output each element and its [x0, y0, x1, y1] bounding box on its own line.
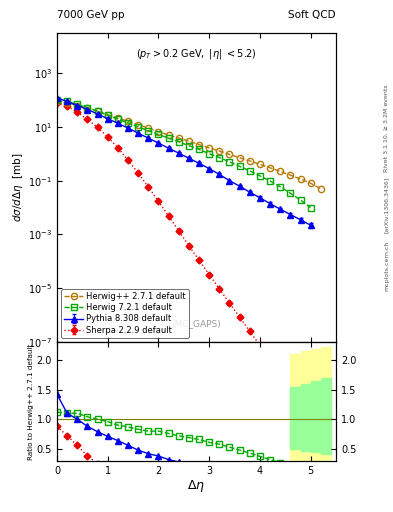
Herwig 7.2.1 default [146, 127, 151, 134]
Text: $(p_T > 0.2\ \mathrm{GeV},\ |\eta|\ < 5.2)$: $(p_T > 0.2\ \mathrm{GeV},\ |\eta|\ < 5.… [136, 47, 257, 61]
Herwig 7.2.1 default [136, 124, 141, 130]
Text: 7000 GeV pp: 7000 GeV pp [57, 10, 125, 20]
Bar [310, 380, 321, 453]
Herwig++ 2.7.1 default [217, 148, 222, 154]
Herwig++ 2.7.1 default [116, 115, 120, 121]
Bar [321, 378, 331, 454]
Herwig 7.2.1 default [65, 98, 70, 104]
Herwig++ 2.7.1 default [187, 138, 191, 144]
Herwig++ 2.7.1 default [207, 145, 211, 151]
Herwig 7.2.1 default [227, 159, 232, 165]
Herwig 7.2.1 default [196, 146, 201, 153]
Herwig++ 2.7.1 default [85, 105, 90, 111]
X-axis label: $\Delta\eta$: $\Delta\eta$ [187, 478, 206, 495]
Herwig++ 2.7.1 default [196, 141, 201, 147]
Herwig 7.2.1 default [166, 135, 171, 141]
Herwig++ 2.7.1 default [248, 158, 252, 164]
Herwig++ 2.7.1 default [298, 176, 303, 182]
Herwig++ 2.7.1 default [257, 161, 262, 167]
Herwig++ 2.7.1 default [126, 118, 130, 124]
Herwig++ 2.7.1 default [95, 108, 100, 114]
Line: Herwig 7.2.1 default: Herwig 7.2.1 default [54, 97, 314, 210]
Bar [290, 354, 301, 461]
Herwig 7.2.1 default [126, 120, 130, 126]
Herwig 7.2.1 default [217, 155, 222, 161]
Bar [301, 383, 310, 451]
Herwig++ 2.7.1 default [278, 168, 283, 175]
Legend: Herwig++ 2.7.1 default, Herwig 7.2.1 default, Pythia 8.308 default, Sherpa 2.2.9: Herwig++ 2.7.1 default, Herwig 7.2.1 def… [61, 289, 189, 338]
Herwig 7.2.1 default [237, 163, 242, 169]
Herwig++ 2.7.1 default [65, 99, 70, 105]
Text: Rivet 3.1.10, ≥ 3.2M events: Rivet 3.1.10, ≥ 3.2M events [384, 84, 389, 172]
Herwig 7.2.1 default [257, 173, 262, 179]
Herwig 7.2.1 default [85, 104, 90, 111]
Herwig 7.2.1 default [278, 184, 283, 190]
Herwig 7.2.1 default [55, 97, 59, 103]
Line: Herwig++ 2.7.1 default: Herwig++ 2.7.1 default [54, 98, 324, 192]
Herwig 7.2.1 default [116, 116, 120, 122]
Herwig 7.2.1 default [95, 108, 100, 114]
Herwig++ 2.7.1 default [105, 112, 110, 118]
Y-axis label: $d\sigma/d\Delta\eta$  [mb]: $d\sigma/d\Delta\eta$ [mb] [11, 153, 26, 222]
Bar [310, 349, 321, 464]
Herwig 7.2.1 default [176, 139, 181, 145]
Herwig 7.2.1 default [248, 168, 252, 174]
Herwig++ 2.7.1 default [288, 172, 293, 178]
Herwig++ 2.7.1 default [237, 155, 242, 161]
Herwig++ 2.7.1 default [176, 135, 181, 141]
Herwig++ 2.7.1 default [166, 132, 171, 138]
Bar [290, 387, 301, 449]
Bar [301, 351, 310, 462]
Herwig 7.2.1 default [187, 142, 191, 148]
Herwig 7.2.1 default [288, 190, 293, 196]
Herwig 7.2.1 default [298, 197, 303, 203]
Text: (MC_GAPS): (MC_GAPS) [172, 319, 221, 328]
Herwig++ 2.7.1 default [268, 165, 272, 171]
Herwig++ 2.7.1 default [318, 186, 323, 192]
Herwig++ 2.7.1 default [55, 98, 59, 104]
Herwig 7.2.1 default [207, 151, 211, 157]
Bar [321, 347, 331, 465]
Herwig 7.2.1 default [308, 204, 313, 210]
Herwig++ 2.7.1 default [156, 129, 161, 135]
Herwig++ 2.7.1 default [136, 122, 141, 128]
Herwig++ 2.7.1 default [308, 180, 313, 186]
Text: [arXiv:1306.3436]: [arXiv:1306.3436] [384, 177, 389, 233]
Y-axis label: Ratio to Herwig++ 2.7.1 default: Ratio to Herwig++ 2.7.1 default [28, 343, 34, 460]
Herwig 7.2.1 default [156, 132, 161, 138]
Herwig++ 2.7.1 default [227, 152, 232, 158]
Herwig++ 2.7.1 default [75, 102, 80, 109]
Text: mcplots.cern.ch: mcplots.cern.ch [384, 241, 389, 291]
Herwig 7.2.1 default [75, 101, 80, 108]
Herwig++ 2.7.1 default [146, 125, 151, 131]
Herwig 7.2.1 default [105, 112, 110, 118]
Herwig 7.2.1 default [268, 178, 272, 184]
Text: Soft QCD: Soft QCD [288, 10, 336, 20]
